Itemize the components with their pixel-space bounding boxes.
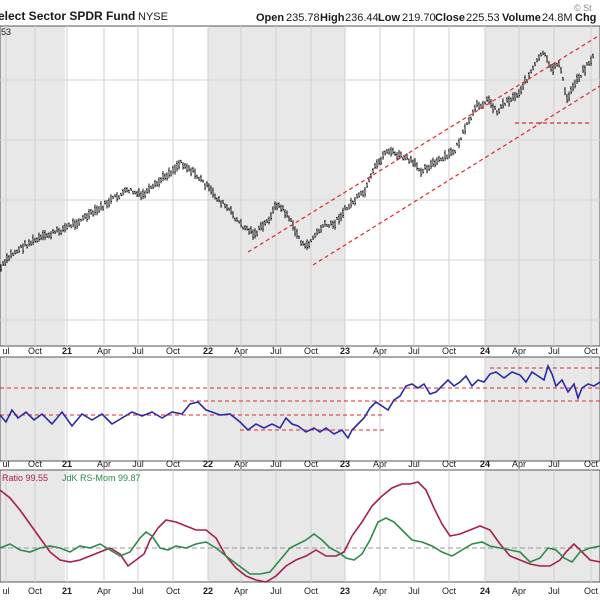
relative-strength-line: [0, 363, 600, 440]
axis-tick-label: Jul: [132, 586, 144, 596]
axis-tick-label: Jul: [270, 586, 282, 596]
exchange-label: NYSE: [138, 11, 168, 23]
axis-tick-label: 24: [480, 459, 490, 469]
axis-tick-label: Oct: [442, 346, 457, 356]
axis-tick-label: Apr: [234, 346, 248, 356]
axis-tick-label: Apr: [97, 459, 111, 469]
axis-tick-label: Jul: [408, 346, 420, 356]
axis-tick-label: Apr: [512, 459, 526, 469]
axis-tick-label: Jul: [408, 459, 420, 469]
axis-tick-label: Oct: [442, 586, 457, 596]
high-label: High: [320, 12, 345, 24]
chg-label: Chg: [575, 12, 596, 24]
volume-value: 24.8M: [542, 12, 573, 24]
low-label: Low: [378, 12, 400, 24]
axis-tick-label: 23: [340, 459, 350, 469]
axis-tick-label: Apr: [97, 346, 111, 356]
year-bands: [0, 26, 600, 582]
open-value: 235.78: [286, 12, 320, 24]
axis-tick-label: Oct: [166, 346, 181, 356]
relative-strength-lines: [0, 363, 600, 440]
axis-tick-label: Apr: [373, 586, 387, 596]
axis-tick-label: Jul: [132, 459, 144, 469]
axis-tick-label: Jul: [270, 346, 282, 356]
axis-tick-label: Oct: [28, 586, 43, 596]
shaded-band: [0, 470, 65, 582]
axis-tick-label: Apr: [234, 459, 248, 469]
axis-tick-label: Oct: [304, 346, 319, 356]
volume-label: Volume: [502, 12, 541, 24]
axis-tick-label: Apr: [512, 346, 526, 356]
axis-tick-label: ul: [2, 346, 9, 356]
high-value: 236.44: [345, 12, 379, 24]
axis-tick-label: ul: [2, 586, 9, 596]
axis-tick-label: Oct: [166, 459, 181, 469]
axis-tick-label: 23: [340, 586, 350, 596]
axis-tick-label: 22: [203, 586, 213, 596]
rrg-lines: [0, 481, 600, 583]
axis-tick-label: Oct: [304, 586, 319, 596]
axis-tick-label: 21: [62, 346, 72, 356]
axis-tick-label: 22: [203, 459, 213, 469]
axis-tick-label: Jul: [270, 459, 282, 469]
time-axis-labels: ul ul ul Oct Oct Oct 21 21 21 Apr Apr Apr Jul Jul Jul O…: [2, 346, 598, 596]
fund-title: elect Sector SPDR Fund: [0, 9, 135, 23]
axis-tick-label: Oct: [442, 459, 457, 469]
axis-tick-label: Jul: [132, 346, 144, 356]
axis-tick-label: Oct: [584, 459, 599, 469]
shaded-band: [0, 357, 65, 461]
axis-tick-label: Apr: [97, 586, 111, 596]
shaded-band: [0, 26, 65, 346]
axis-tick-label: Oct: [166, 586, 181, 596]
rs-ratio-legend: Ratio 99.55: [2, 473, 48, 483]
watermark: © St: [574, 3, 592, 13]
axis-tick-label: Oct: [584, 586, 599, 596]
axis-tick-label: Jul: [548, 459, 560, 469]
axis-tick-label: Oct: [304, 459, 319, 469]
rs-mom-legend: JdK RS-Mom 99.87: [62, 473, 141, 483]
shaded-band: [485, 26, 600, 346]
axis-tick-label: 24: [480, 346, 490, 356]
axis-tick-label: 22: [203, 346, 213, 356]
axis-tick-label: 23: [340, 346, 350, 356]
shaded-band: [485, 470, 600, 582]
axis-tick-label: 21: [62, 586, 72, 596]
low-value: 219.70: [402, 12, 436, 24]
trend-channel-line: [312, 85, 600, 266]
axis-tick-label: Jul: [548, 346, 560, 356]
rs-momentum-line: [0, 517, 600, 575]
relative-strength-panel: [0, 356, 600, 462]
axis-tick-label: 21: [62, 459, 72, 469]
rrg-panel: [0, 469, 600, 583]
axis-tick-label: Oct: [28, 459, 43, 469]
shaded-band: [485, 357, 600, 461]
axis-tick-label: Apr: [512, 586, 526, 596]
open-label: Open: [256, 12, 284, 24]
axis-tick-label: Oct: [584, 346, 599, 356]
price-bars: [0, 34, 600, 272]
axis-tick-label: ul: [2, 459, 9, 469]
axis-tick-label: Apr: [234, 586, 248, 596]
close-label: Close: [435, 12, 465, 24]
axis-tick-label: Jul: [408, 586, 420, 596]
axis-tick-label: Apr: [373, 459, 387, 469]
close-value: 225.53: [466, 12, 500, 24]
trend-channel-line: [247, 34, 600, 253]
axis-tick-label: Apr: [373, 346, 387, 356]
axis-tick-label: 24: [480, 586, 490, 596]
axis-tick-label: Oct: [28, 346, 43, 356]
price-panel: [0, 25, 600, 347]
axis-tick-label: Jul: [548, 586, 560, 596]
